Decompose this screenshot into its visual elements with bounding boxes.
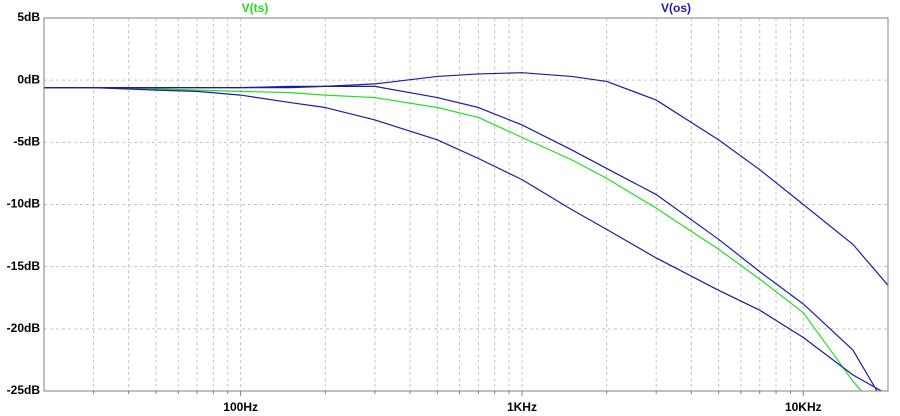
curve (44, 85, 878, 391)
legend-entry: V(os) (661, 1, 691, 15)
y-tick-label: 0dB (17, 72, 40, 86)
y-tick-label: -20dB (7, 321, 41, 335)
y-tick-label: -15dB (7, 259, 41, 273)
plot-frame (43, 17, 889, 392)
curves (44, 72, 888, 391)
x-tick-label: 100Hz (223, 400, 258, 414)
legend-entry: V(ts) (242, 1, 269, 15)
x-tick-label: 10KHz (785, 400, 822, 414)
y-tick-label: -5dB (13, 135, 40, 149)
y-tick-label: -10dB (7, 197, 41, 211)
y-tick-label: -25dB (7, 383, 41, 397)
curve (44, 87, 863, 391)
grid (44, 17, 888, 392)
y-tick-label: 5dB (17, 10, 40, 24)
curve (44, 87, 883, 391)
x-tick-label: 1KHz (507, 400, 537, 414)
